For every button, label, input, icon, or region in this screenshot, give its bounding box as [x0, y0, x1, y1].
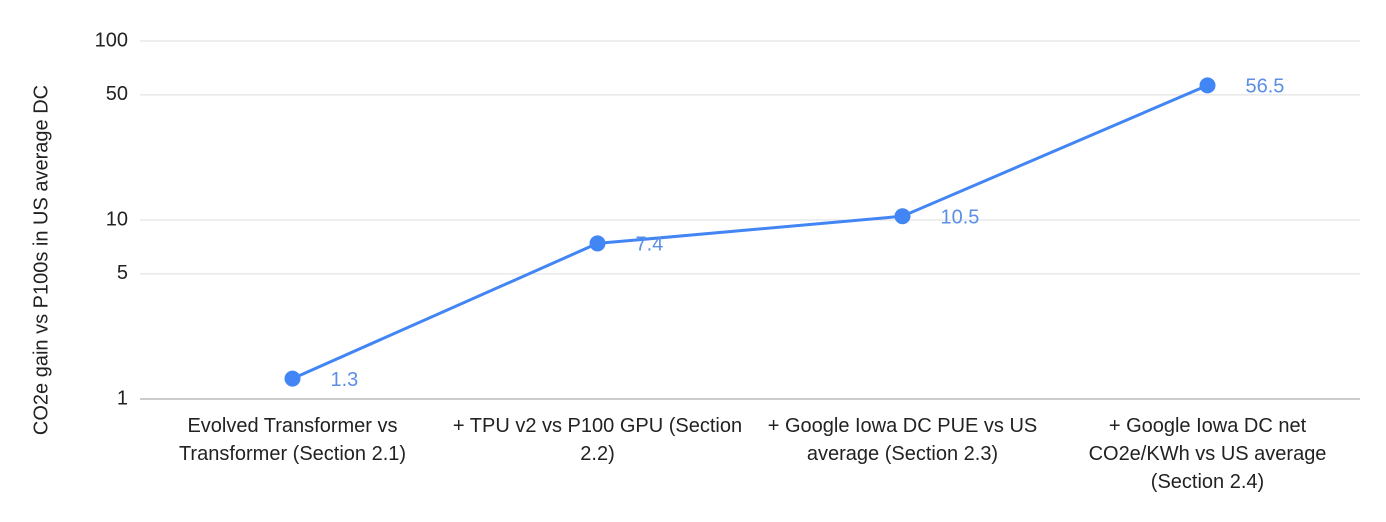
- x-tick-label: + Google Iowa DC PUE vs US average (Sect…: [767, 415, 1038, 465]
- y-tick-label: 100: [95, 29, 128, 51]
- data-label: 1.3: [331, 369, 359, 391]
- point: [1199, 77, 1216, 94]
- y-axis-label: CO2e gain vs P100s in US average DC: [30, 85, 52, 435]
- y-tick-label: 5: [117, 262, 128, 284]
- x-tick-label: + TPU v2 vs P100 GPU (Section 2.2): [452, 415, 743, 465]
- line: [291, 84, 1209, 380]
- x-tick-label: + Google Iowa DC net CO2e/KWh vs US aver…: [1088, 415, 1327, 493]
- point: [589, 235, 606, 252]
- y-tick-label: 10: [106, 208, 128, 230]
- data-label: 56.5: [1246, 76, 1285, 98]
- x-tick-label: Evolved Transformer vs Transformer (Sect…: [178, 415, 407, 465]
- point: [284, 370, 301, 387]
- data-label: 7.4: [636, 234, 664, 256]
- y-tick-label: 50: [106, 83, 128, 105]
- point: [894, 208, 911, 225]
- data-label: 10.5: [941, 206, 980, 228]
- y-tick-label: 1: [117, 387, 128, 409]
